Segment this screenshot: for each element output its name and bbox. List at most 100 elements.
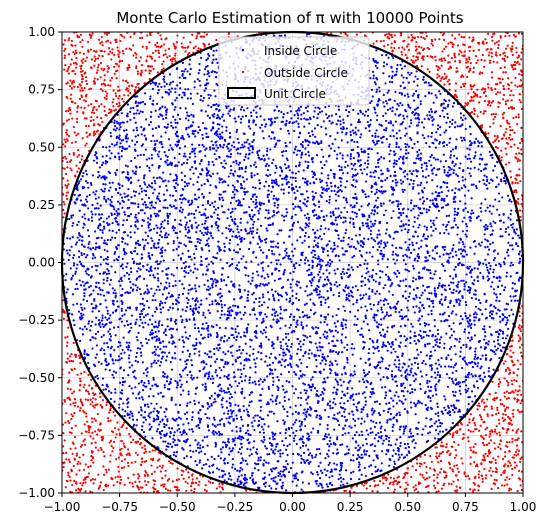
point-outside (89, 119, 93, 123)
point-outside (477, 476, 481, 479)
point-inside (484, 354, 488, 357)
point-outside (75, 452, 79, 455)
point-inside (272, 380, 275, 383)
point-inside (208, 417, 211, 420)
point-inside (326, 276, 329, 279)
point-inside (373, 409, 376, 412)
point-inside (415, 305, 418, 308)
point-inside (326, 485, 329, 488)
point-outside (123, 458, 127, 461)
point-inside (273, 109, 277, 112)
point-inside (294, 388, 297, 391)
point-inside (364, 110, 368, 113)
point-inside (463, 330, 466, 333)
point-inside (161, 251, 164, 254)
point-inside (408, 256, 411, 259)
point-inside (314, 342, 317, 345)
point-inside (128, 291, 132, 294)
point-outside (62, 452, 65, 455)
point-inside (462, 168, 465, 172)
point-inside (277, 474, 280, 478)
point-inside (377, 363, 380, 367)
point-outside (472, 107, 476, 110)
point-inside (207, 288, 210, 292)
point-outside (466, 424, 469, 427)
point-inside (442, 165, 445, 168)
point-inside (158, 320, 161, 323)
point-inside (264, 125, 267, 128)
point-inside (378, 86, 381, 89)
point-inside (278, 401, 281, 404)
point-inside (282, 338, 285, 341)
point-inside (363, 466, 366, 470)
point-inside (169, 295, 172, 298)
point-inside (267, 282, 270, 285)
point-outside (494, 53, 498, 56)
point-inside (279, 263, 282, 266)
point-inside (404, 263, 407, 266)
point-inside (408, 243, 411, 246)
point-inside (79, 199, 83, 202)
point-inside (169, 327, 173, 330)
point-inside (274, 171, 277, 174)
point-inside (449, 150, 452, 153)
point-outside (99, 481, 102, 484)
point-inside (368, 363, 372, 366)
point-outside (141, 446, 144, 449)
point-outside (504, 47, 508, 50)
point-outside (500, 149, 503, 152)
point-inside (309, 335, 312, 338)
point-inside (136, 347, 140, 350)
point-inside (167, 442, 170, 445)
point-inside (109, 347, 112, 350)
point-inside (300, 454, 303, 457)
point-inside (479, 308, 482, 312)
point-outside (430, 42, 433, 45)
point-outside (185, 489, 188, 492)
point-inside (114, 129, 117, 132)
point-inside (302, 451, 306, 454)
point-inside (218, 181, 221, 184)
point-outside (62, 445, 65, 448)
point-outside (91, 431, 94, 434)
point-inside (188, 355, 191, 358)
point-inside (275, 166, 278, 170)
point-outside (94, 430, 97, 433)
point-inside (496, 208, 499, 211)
point-outside (517, 55, 520, 59)
point-inside (436, 328, 439, 332)
point-inside (328, 264, 331, 268)
point-inside (387, 275, 390, 278)
point-inside (165, 268, 168, 271)
point-inside (251, 293, 254, 296)
point-outside (469, 456, 472, 459)
point-inside (384, 99, 388, 103)
point-inside (440, 298, 443, 301)
point-inside (236, 264, 239, 267)
point-inside (160, 255, 163, 258)
point-outside (70, 418, 73, 421)
point-inside (260, 303, 264, 307)
point-inside (280, 295, 284, 298)
point-inside (396, 63, 399, 67)
point-inside (193, 399, 196, 402)
point-inside (494, 264, 498, 267)
point-inside (354, 424, 357, 427)
point-inside (462, 279, 465, 282)
point-inside (179, 206, 182, 209)
point-outside (91, 400, 94, 404)
point-inside (417, 252, 420, 256)
point-inside (158, 234, 162, 237)
point-inside (451, 122, 454, 126)
point-outside (152, 67, 155, 71)
point-inside (406, 93, 409, 96)
point-outside (195, 477, 198, 480)
point-inside (365, 429, 368, 432)
point-inside (220, 299, 223, 303)
point-inside (298, 377, 301, 380)
point-inside (162, 259, 165, 262)
point-inside (154, 109, 157, 112)
point-inside (301, 311, 304, 314)
point-inside (264, 461, 268, 464)
point-inside (337, 307, 340, 311)
